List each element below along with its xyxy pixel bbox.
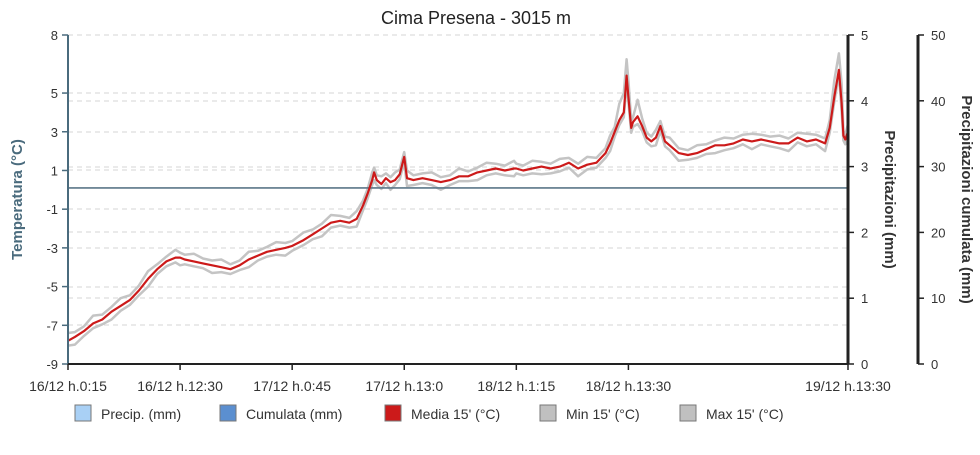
y-left-axis-title: Temperatura (°C) [9,139,26,260]
legend-label: Precip. (mm) [101,406,181,422]
x-tick-label: 18/12 h.1:15 [477,378,555,394]
chart-title: Cima Presena - 3015 m [381,8,571,28]
y-right-tick-label: 3 [861,160,868,175]
legend-label: Min 15' (°C) [566,406,640,422]
y-right2-tick-label: 40 [931,94,945,109]
x-tick-label: 16/12 h.12:30 [137,378,223,394]
y-right-tick-label: 4 [861,94,868,109]
y-left-tick-label: -7 [46,318,58,333]
series-max-line [67,52,850,335]
series-media-line [67,68,850,342]
x-tick-label: 17/12 h.13:0 [365,378,443,394]
y-right-axis-title: Precipitazioni (mm) [881,130,898,268]
legend-label: Media 15' (°C) [411,406,500,422]
legend-swatch [539,404,557,422]
y-right-tick-label: 1 [861,291,868,306]
x-tick-label: 19/12 h.13:30 [805,378,891,394]
y-left-tick-label: -9 [46,357,58,372]
legend-swatch [74,404,92,422]
legend-label: Max 15' (°C) [706,406,784,422]
y-right-tick-label: 5 [861,28,868,43]
y-right-tick-label: 2 [861,225,868,240]
gridlines [68,34,848,326]
series-layer [67,52,850,347]
y-right2-tick-label: 0 [931,357,938,372]
y-right2-tick-label: 30 [931,160,945,175]
legend-swatch [219,404,237,422]
legend-swatch [384,404,402,422]
y-left-tick-label: 8 [51,28,58,43]
y-left-tick-label: 5 [51,86,58,101]
y-right2-tick-label: 10 [931,291,945,306]
y-right2-tick-label: 20 [931,225,945,240]
legend-swatch [679,404,697,422]
x-tick-label: 16/12 h.0:15 [29,378,107,394]
series-min-line [67,73,850,347]
legend: Precip. (mm) Cumulata (mm) Media 15' (°C) M… [74,404,784,422]
y-right-tick-label: 0 [861,357,868,372]
y-left-tick-label: -5 [46,280,58,295]
y-left-tick-label: -1 [46,202,58,217]
x-tick-label: 17/12 h.0:45 [253,378,331,394]
y-right2-tick-label: 50 [931,28,945,43]
x-tick-label: 18/12 h.13:30 [586,378,672,394]
y-right2-axis-title: Precipitazioni cumulata (mm) [958,95,975,303]
y-left-tick-label: 1 [51,163,58,178]
y-left-tick-label: 3 [51,125,58,140]
y-left-tick-label: -3 [46,241,58,256]
legend-label: Cumulata (mm) [246,406,342,422]
